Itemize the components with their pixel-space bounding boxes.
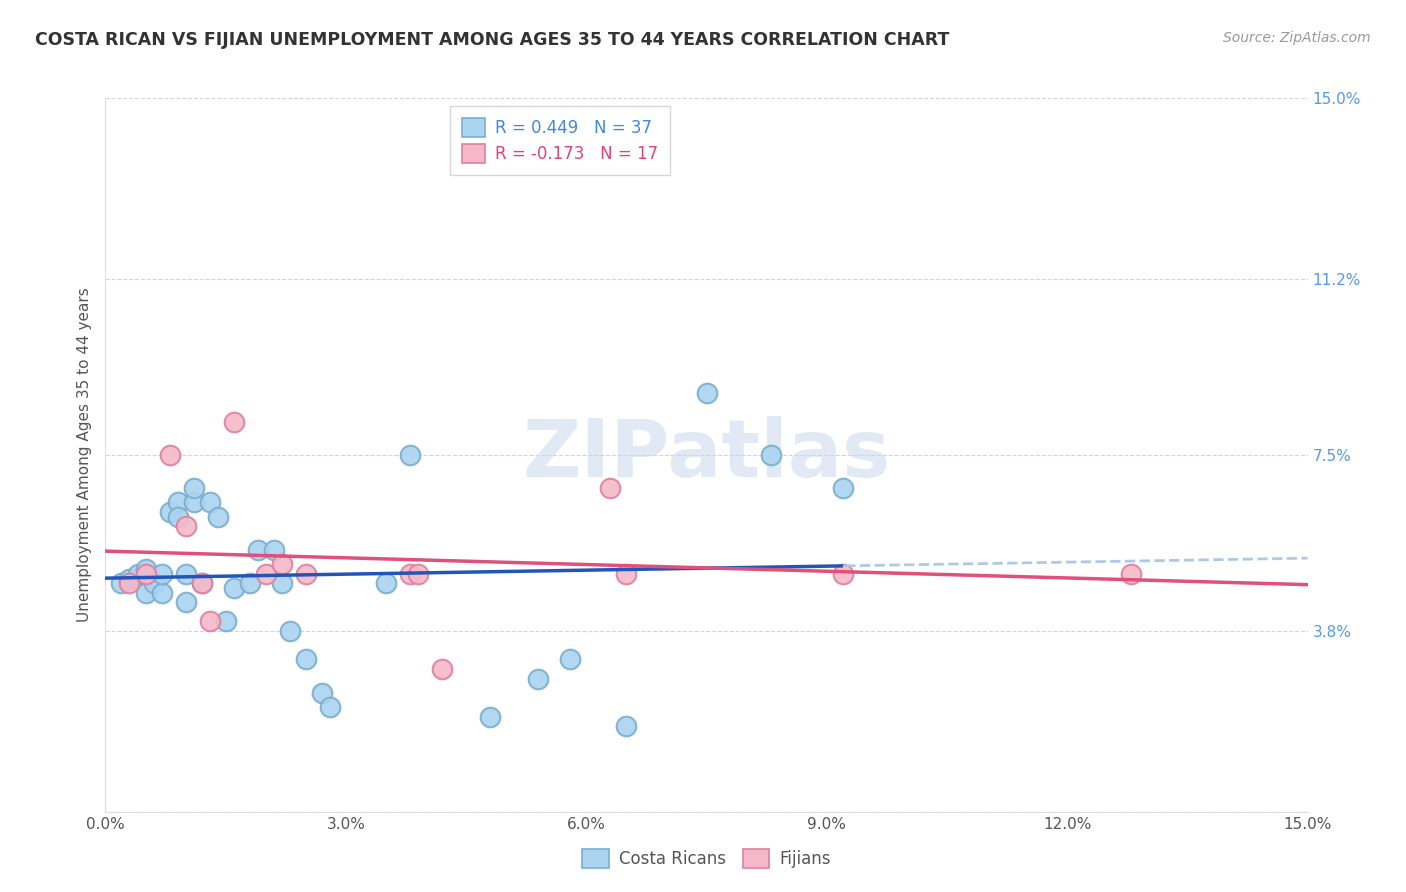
Point bbox=[399, 448, 422, 462]
Text: Source: ZipAtlas.com: Source: ZipAtlas.com bbox=[1223, 31, 1371, 45]
Point bbox=[174, 519, 197, 533]
Point bbox=[174, 595, 197, 609]
Point bbox=[214, 615, 236, 629]
Point bbox=[135, 566, 157, 581]
Point bbox=[159, 448, 181, 462]
Point bbox=[190, 576, 212, 591]
Point bbox=[110, 576, 132, 591]
Point bbox=[263, 543, 285, 558]
Point bbox=[616, 566, 638, 581]
Point bbox=[479, 709, 502, 723]
Point bbox=[118, 576, 141, 591]
Y-axis label: Unemployment Among Ages 35 to 44 years: Unemployment Among Ages 35 to 44 years bbox=[77, 287, 93, 623]
Point bbox=[118, 572, 141, 586]
Point bbox=[127, 566, 149, 581]
Point bbox=[831, 481, 853, 495]
Point bbox=[430, 662, 453, 676]
Point bbox=[560, 652, 582, 666]
Point bbox=[759, 448, 782, 462]
Point bbox=[222, 415, 245, 429]
Point bbox=[207, 509, 229, 524]
Point bbox=[222, 581, 245, 595]
Point bbox=[696, 386, 718, 401]
Point bbox=[166, 509, 188, 524]
Point bbox=[142, 576, 165, 591]
Point bbox=[174, 566, 197, 581]
Point bbox=[183, 495, 205, 509]
Point bbox=[319, 700, 342, 714]
Point bbox=[150, 586, 173, 600]
Point bbox=[527, 672, 550, 686]
Text: COSTA RICAN VS FIJIAN UNEMPLOYMENT AMONG AGES 35 TO 44 YEARS CORRELATION CHART: COSTA RICAN VS FIJIAN UNEMPLOYMENT AMONG… bbox=[35, 31, 949, 49]
Point bbox=[135, 562, 157, 576]
Point bbox=[295, 652, 318, 666]
Point bbox=[399, 566, 422, 581]
Point bbox=[616, 719, 638, 733]
Point bbox=[135, 586, 157, 600]
Point bbox=[159, 505, 181, 519]
Point bbox=[198, 615, 221, 629]
Point bbox=[190, 576, 212, 591]
Point bbox=[270, 576, 292, 591]
Point bbox=[278, 624, 301, 638]
Point bbox=[406, 566, 429, 581]
Point bbox=[599, 481, 621, 495]
Point bbox=[246, 543, 269, 558]
Point bbox=[166, 495, 188, 509]
Point bbox=[150, 566, 173, 581]
Point bbox=[831, 566, 853, 581]
Point bbox=[270, 558, 292, 572]
Text: ZIPatlas: ZIPatlas bbox=[523, 416, 890, 494]
Point bbox=[1121, 566, 1143, 581]
Legend: Costa Ricans, Fijians: Costa Ricans, Fijians bbox=[575, 842, 838, 875]
Point bbox=[198, 495, 221, 509]
Point bbox=[311, 686, 333, 700]
Point bbox=[239, 576, 262, 591]
Point bbox=[374, 576, 398, 591]
Point bbox=[254, 566, 277, 581]
Point bbox=[183, 481, 205, 495]
Point bbox=[295, 566, 318, 581]
